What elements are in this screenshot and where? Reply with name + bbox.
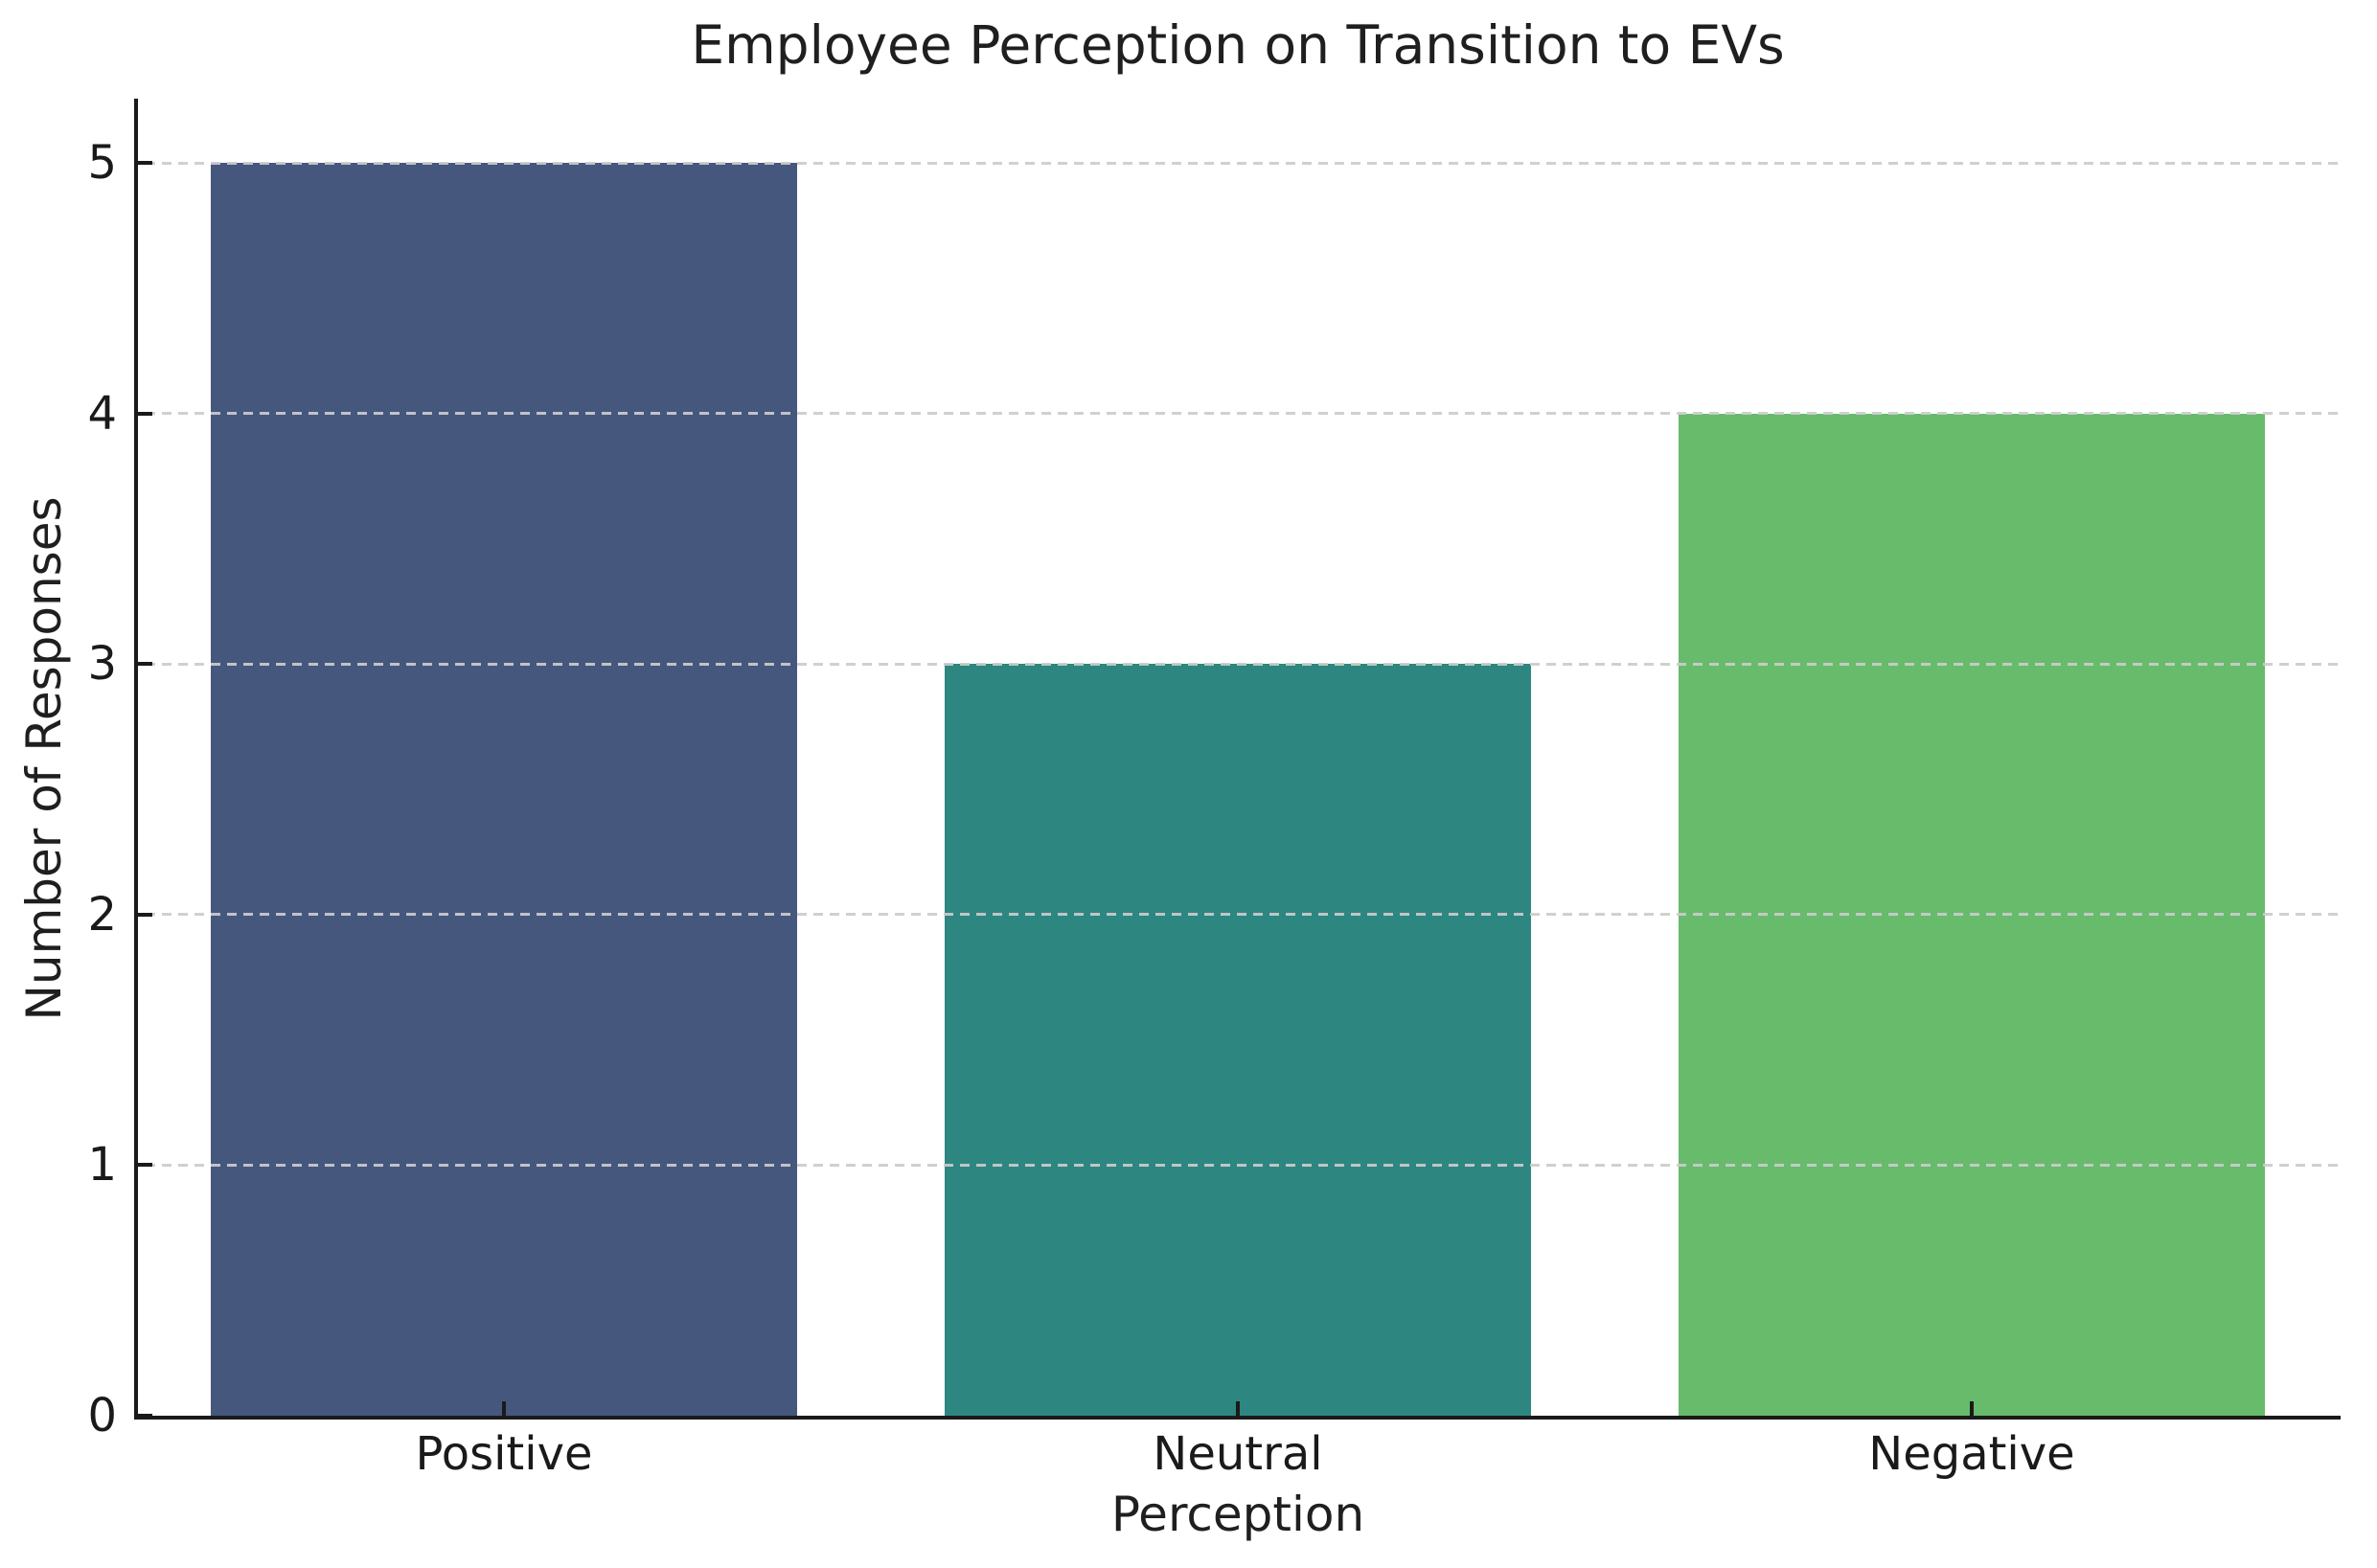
y-tick-mark bbox=[138, 912, 152, 917]
y-tick-label-1: 1 bbox=[87, 1138, 117, 1193]
y-axis-spine bbox=[134, 99, 138, 1420]
y-tick-mark bbox=[138, 1163, 152, 1168]
y-tick-label-5: 5 bbox=[87, 136, 117, 191]
x-tick-label-neutral: Neutral bbox=[1153, 1427, 1323, 1481]
gridline-y-1 bbox=[146, 1163, 2339, 1167]
y-tick-mark bbox=[138, 1414, 152, 1418]
x-tick-label-negative: Negative bbox=[1868, 1427, 2075, 1481]
x-axis-spine bbox=[134, 1416, 2341, 1420]
y-tick-mark bbox=[138, 411, 152, 416]
y-tick-label-0: 0 bbox=[87, 1389, 117, 1443]
x-tick-mark bbox=[1970, 1401, 1974, 1416]
gridline-y-2 bbox=[146, 913, 2339, 917]
y-tick-label-4: 4 bbox=[87, 386, 117, 441]
chart-title: Employee Perception on Transition to EVs bbox=[691, 14, 1785, 76]
y-tick-label-3: 3 bbox=[87, 637, 117, 692]
x-tick-mark bbox=[1236, 1401, 1240, 1416]
x-tick-label-positive: Positive bbox=[415, 1427, 593, 1481]
x-tick-mark bbox=[502, 1401, 506, 1416]
y-axis-label: Number of Responses bbox=[16, 496, 72, 1021]
bar-neutral bbox=[944, 664, 1532, 1416]
gridline-y-4 bbox=[146, 412, 2339, 416]
x-axis-label: Perception bbox=[1110, 1487, 1365, 1542]
bar-positive bbox=[210, 163, 798, 1416]
y-tick-label-2: 2 bbox=[87, 887, 117, 942]
y-tick-mark bbox=[138, 161, 152, 166]
gridline-y-3 bbox=[146, 662, 2339, 666]
gridline-y-5 bbox=[146, 161, 2339, 165]
y-tick-mark bbox=[138, 662, 152, 667]
